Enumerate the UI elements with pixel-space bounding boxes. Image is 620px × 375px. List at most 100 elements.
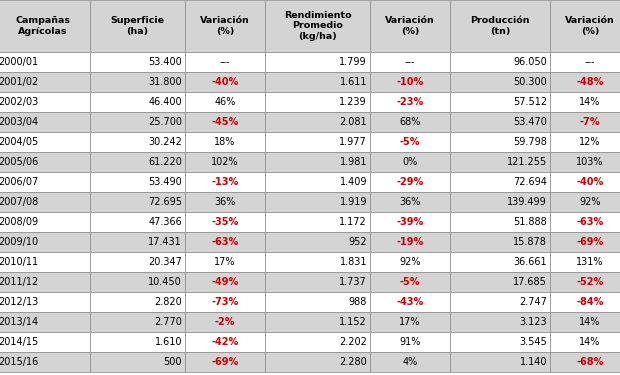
- Bar: [185, 92, 265, 112]
- Text: 952: 952: [348, 237, 367, 247]
- Bar: [0, 252, 90, 272]
- Text: -43%: -43%: [396, 297, 423, 307]
- Bar: [0, 0, 90, 52]
- Bar: [550, 72, 620, 92]
- Bar: [450, 72, 550, 92]
- Bar: [90, 312, 185, 332]
- Bar: [450, 52, 550, 72]
- Bar: [450, 352, 550, 372]
- Text: 92%: 92%: [399, 257, 421, 267]
- Bar: [265, 172, 370, 192]
- Text: 2012/13: 2012/13: [0, 297, 38, 307]
- Text: 61.220: 61.220: [148, 157, 182, 167]
- Bar: [0, 352, 90, 372]
- Text: -40%: -40%: [211, 77, 239, 87]
- Bar: [370, 52, 450, 72]
- Bar: [550, 312, 620, 332]
- Text: 2013/14: 2013/14: [0, 317, 38, 327]
- Bar: [550, 172, 620, 192]
- Bar: [0, 292, 90, 312]
- Bar: [450, 132, 550, 152]
- Bar: [90, 292, 185, 312]
- Bar: [265, 272, 370, 292]
- Bar: [0, 172, 90, 192]
- Bar: [370, 312, 450, 332]
- Bar: [450, 112, 550, 132]
- Text: 2002/03: 2002/03: [0, 97, 38, 107]
- Bar: [450, 252, 550, 272]
- Text: 50.300: 50.300: [513, 77, 547, 87]
- Bar: [185, 352, 265, 372]
- Text: 36%: 36%: [399, 197, 421, 207]
- Bar: [265, 92, 370, 112]
- Text: 0%: 0%: [402, 157, 418, 167]
- Bar: [265, 52, 370, 72]
- Bar: [265, 192, 370, 212]
- Text: 46.400: 46.400: [148, 97, 182, 107]
- Text: 17.431: 17.431: [148, 237, 182, 247]
- Text: 31.800: 31.800: [148, 77, 182, 87]
- Text: 2005/06: 2005/06: [0, 157, 38, 167]
- Bar: [185, 212, 265, 232]
- Bar: [370, 192, 450, 212]
- Text: 17%: 17%: [215, 257, 236, 267]
- Text: 1.610: 1.610: [154, 337, 182, 347]
- Text: -23%: -23%: [396, 97, 423, 107]
- Text: -2%: -2%: [215, 317, 235, 327]
- Bar: [550, 92, 620, 112]
- Text: 72.695: 72.695: [148, 197, 182, 207]
- Bar: [0, 272, 90, 292]
- Text: 53.470: 53.470: [513, 117, 547, 127]
- Bar: [90, 272, 185, 292]
- Text: -68%: -68%: [577, 357, 604, 367]
- Text: 2014/15: 2014/15: [0, 337, 38, 347]
- Bar: [185, 72, 265, 92]
- Bar: [90, 152, 185, 172]
- Text: 1.611: 1.611: [340, 77, 367, 87]
- Bar: [0, 72, 90, 92]
- Text: -19%: -19%: [396, 237, 423, 247]
- Text: Superficie
(ha): Superficie (ha): [110, 16, 164, 36]
- Text: Variación
(%): Variación (%): [200, 16, 250, 36]
- Text: 2015/16: 2015/16: [0, 357, 38, 367]
- Bar: [185, 0, 265, 52]
- Bar: [90, 352, 185, 372]
- Bar: [370, 92, 450, 112]
- Bar: [185, 292, 265, 312]
- Text: 59.798: 59.798: [513, 137, 547, 147]
- Bar: [185, 332, 265, 352]
- Text: -48%: -48%: [577, 77, 604, 87]
- Text: 2003/04: 2003/04: [0, 117, 38, 127]
- Bar: [450, 92, 550, 112]
- Text: -29%: -29%: [396, 177, 423, 187]
- Text: 1.172: 1.172: [339, 217, 367, 227]
- Text: 988: 988: [348, 297, 367, 307]
- Bar: [185, 172, 265, 192]
- Bar: [185, 312, 265, 332]
- Text: 53.400: 53.400: [148, 57, 182, 67]
- Bar: [0, 92, 90, 112]
- Bar: [450, 272, 550, 292]
- Bar: [0, 312, 90, 332]
- Bar: [450, 292, 550, 312]
- Text: -52%: -52%: [577, 277, 604, 287]
- Bar: [370, 292, 450, 312]
- Bar: [550, 112, 620, 132]
- Bar: [450, 172, 550, 192]
- Text: 2.081: 2.081: [339, 117, 367, 127]
- Text: 17.685: 17.685: [513, 277, 547, 287]
- Bar: [90, 92, 185, 112]
- Text: -10%: -10%: [396, 77, 423, 87]
- Bar: [185, 252, 265, 272]
- Bar: [0, 332, 90, 352]
- Text: Campañas
Agrícolas: Campañas Agrícolas: [15, 16, 70, 36]
- Text: 14%: 14%: [579, 97, 601, 107]
- Bar: [450, 0, 550, 52]
- Text: 2.280: 2.280: [339, 357, 367, 367]
- Text: 18%: 18%: [215, 137, 236, 147]
- Bar: [450, 212, 550, 232]
- Bar: [90, 332, 185, 352]
- Text: 51.888: 51.888: [513, 217, 547, 227]
- Text: -5%: -5%: [400, 137, 420, 147]
- Text: 36%: 36%: [215, 197, 236, 207]
